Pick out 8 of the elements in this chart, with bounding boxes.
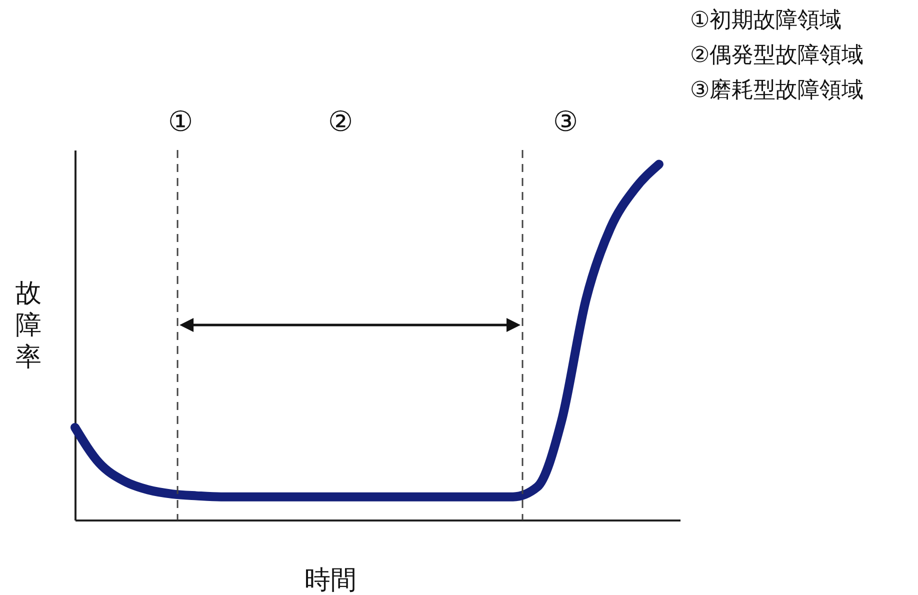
text: ③磨耗型故障領域 (690, 77, 864, 105)
x-axis-title: 時間 (304, 566, 356, 595)
text: ③ (553, 105, 578, 138)
text: ①初期故障領域 (690, 7, 842, 35)
text: ②偶発型故障領域 (690, 42, 864, 70)
y-axis-title: 故障率 (16, 278, 42, 372)
text: ② (328, 105, 354, 138)
text: ① (168, 105, 194, 138)
